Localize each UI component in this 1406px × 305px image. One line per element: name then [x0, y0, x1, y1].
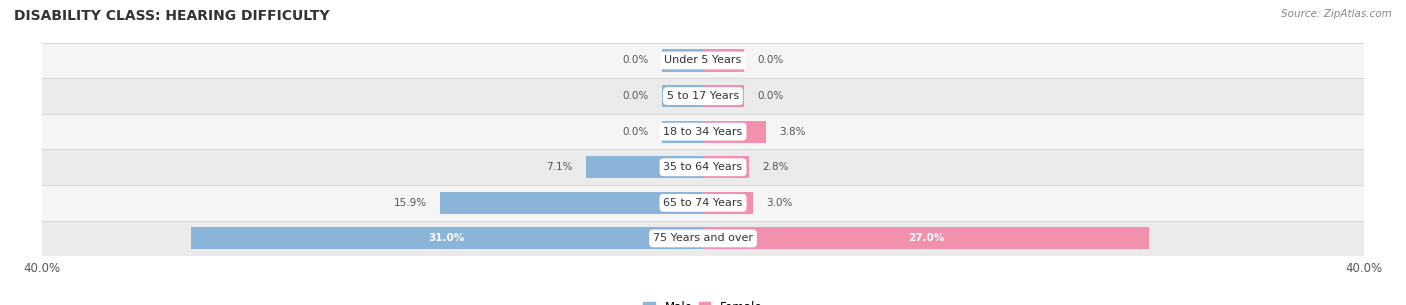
Bar: [42, 43, 1364, 78]
Legend: Male, Female: Male, Female: [638, 296, 768, 305]
Bar: [703, 156, 749, 178]
Text: 0.0%: 0.0%: [758, 56, 783, 66]
Text: 75 Years and over: 75 Years and over: [652, 233, 754, 243]
Text: 18 to 34 Years: 18 to 34 Years: [664, 127, 742, 137]
Text: DISABILITY CLASS: HEARING DIFFICULTY: DISABILITY CLASS: HEARING DIFFICULTY: [14, 9, 329, 23]
Text: 2.8%: 2.8%: [762, 162, 789, 172]
Bar: [703, 49, 744, 72]
Bar: [42, 149, 1364, 185]
Text: Source: ZipAtlas.com: Source: ZipAtlas.com: [1281, 9, 1392, 19]
Bar: [703, 85, 744, 107]
Bar: [42, 185, 1364, 221]
Text: 0.0%: 0.0%: [758, 91, 783, 101]
Text: 0.0%: 0.0%: [623, 91, 648, 101]
Bar: [662, 85, 703, 107]
Bar: [703, 120, 766, 143]
Text: 0.0%: 0.0%: [623, 127, 648, 137]
Bar: [440, 192, 703, 214]
Bar: [703, 228, 1149, 249]
Text: 3.8%: 3.8%: [779, 127, 806, 137]
Bar: [191, 228, 703, 249]
Text: 15.9%: 15.9%: [394, 198, 427, 208]
Text: 3.0%: 3.0%: [766, 198, 792, 208]
Bar: [662, 120, 703, 143]
Text: Under 5 Years: Under 5 Years: [665, 56, 741, 66]
Bar: [42, 114, 1364, 149]
Text: 0.0%: 0.0%: [623, 56, 648, 66]
Text: 65 to 74 Years: 65 to 74 Years: [664, 198, 742, 208]
Bar: [662, 49, 703, 72]
Bar: [586, 156, 703, 178]
Bar: [703, 192, 752, 214]
Text: 5 to 17 Years: 5 to 17 Years: [666, 91, 740, 101]
Text: 35 to 64 Years: 35 to 64 Years: [664, 162, 742, 172]
Bar: [42, 221, 1364, 256]
Text: 31.0%: 31.0%: [429, 233, 465, 243]
Text: 27.0%: 27.0%: [908, 233, 945, 243]
Text: 7.1%: 7.1%: [546, 162, 572, 172]
Bar: [42, 78, 1364, 114]
